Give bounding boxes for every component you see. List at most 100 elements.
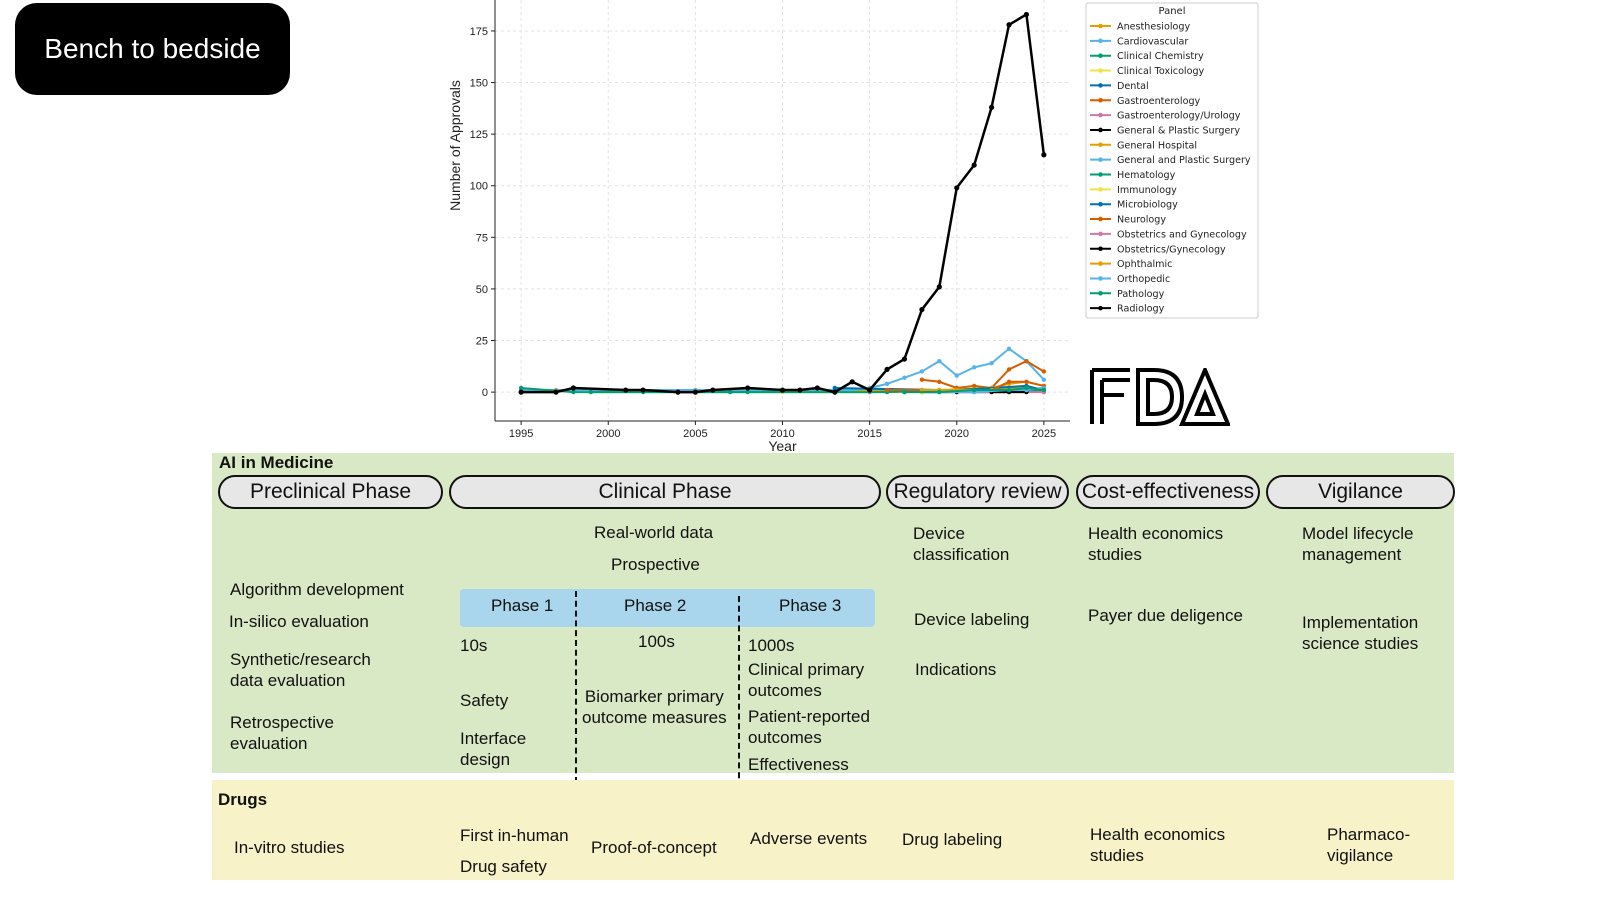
data-point bbox=[971, 365, 977, 370]
data-point bbox=[518, 389, 524, 395]
data-point bbox=[1023, 11, 1030, 18]
preclinical-item: Retrospective evaluation bbox=[230, 713, 334, 753]
data-point bbox=[1041, 152, 1047, 158]
ai-band-title: AI in Medicine bbox=[219, 453, 334, 472]
legend-title: Panel bbox=[1159, 6, 1186, 17]
legend-marker bbox=[1098, 83, 1103, 88]
phase-divider bbox=[575, 591, 577, 783]
data-point bbox=[1041, 377, 1047, 382]
data-point bbox=[902, 389, 907, 395]
legend-marker bbox=[1098, 142, 1103, 148]
title-badge: Bench to bedside bbox=[15, 3, 290, 95]
legend-marker bbox=[1098, 97, 1103, 103]
drugs-cost-item: Health economics studies bbox=[1090, 825, 1226, 865]
drugs-regulatory-item: Drug labeling bbox=[902, 830, 1003, 849]
regulatory-review-header: Regulatory review bbox=[886, 475, 1069, 509]
legend-marker bbox=[1098, 276, 1103, 281]
data-point bbox=[849, 379, 855, 385]
data-point bbox=[954, 373, 959, 378]
data-point bbox=[832, 385, 837, 391]
legend-marker bbox=[1098, 291, 1103, 296]
preclinical-item: Synthetic/research data evaluation bbox=[230, 650, 371, 690]
data-point bbox=[884, 387, 890, 393]
legend-box bbox=[1085, 2, 1259, 319]
y-tick-label: 125 bbox=[470, 129, 488, 141]
drugs-phase-3-item: Adverse events bbox=[750, 829, 868, 848]
phase-1-item: Interface design bbox=[460, 729, 527, 769]
data-point bbox=[675, 389, 681, 395]
clinical-phase-header: Clinical Phase bbox=[449, 475, 881, 509]
legend-entry: Ophthalmic bbox=[1117, 259, 1172, 270]
legend-marker bbox=[1098, 38, 1103, 44]
y-tick-label: 50 bbox=[476, 284, 488, 296]
page-title: Bench to bedside bbox=[44, 33, 261, 64]
x-tick-label: 1995 bbox=[509, 428, 533, 440]
data-point bbox=[518, 385, 524, 391]
data-point bbox=[901, 356, 908, 362]
fda-logo bbox=[1090, 368, 1230, 426]
x-tick-label: 2015 bbox=[857, 428, 881, 440]
drugs-band-title: Drugs bbox=[218, 790, 268, 809]
cost-item: Health economics studies bbox=[1088, 524, 1224, 564]
drugs-phase-1-item: First in-human bbox=[460, 826, 569, 845]
data-point bbox=[937, 358, 942, 364]
phase-3-item: Patient-reported outcomes bbox=[748, 707, 870, 747]
legend-marker bbox=[1098, 157, 1103, 162]
x-tick-label: 2025 bbox=[1032, 428, 1056, 440]
preclinical-item: In-silico evaluation bbox=[229, 612, 369, 631]
data-point bbox=[902, 375, 907, 380]
vigilance-item: Implementation science studies bbox=[1302, 613, 1419, 653]
data-point bbox=[971, 162, 977, 168]
y-tick-label: 25 bbox=[476, 336, 488, 348]
data-point bbox=[884, 381, 890, 387]
legend-entry: Obstetrics and Gynecology bbox=[1117, 229, 1247, 240]
legend-entry: General and Plastic Surgery bbox=[1117, 155, 1251, 166]
clinical-real-world-data: Real-world data bbox=[594, 523, 714, 542]
data-point bbox=[1006, 22, 1012, 28]
legend-marker bbox=[1098, 187, 1103, 192]
data-point bbox=[832, 389, 838, 395]
phase-2-item: 100s bbox=[638, 632, 675, 651]
vigilance-item: Model lifecycle management bbox=[1302, 524, 1414, 564]
data-point bbox=[884, 366, 890, 373]
data-point bbox=[588, 389, 594, 395]
legend-marker bbox=[1098, 127, 1103, 133]
legend-entry: Obstetrics/Gynecology bbox=[1117, 244, 1226, 255]
phase-divider bbox=[738, 596, 740, 788]
data-point bbox=[1041, 387, 1047, 393]
data-point bbox=[1024, 379, 1029, 384]
legend-entry: Clinical Chemistry bbox=[1117, 51, 1204, 62]
phase-3-item: Effectiveness bbox=[748, 755, 849, 774]
data-point bbox=[971, 383, 977, 389]
approvals-line-chart: 0 25 50 75 100 125 150 175 1995 2000 2005 2010 2015 2… bbox=[447, 0, 1259, 454]
legend-marker bbox=[1098, 216, 1103, 222]
y-tick-label: 75 bbox=[476, 232, 488, 244]
data-point bbox=[745, 385, 751, 391]
y-tick-label: 0 bbox=[482, 387, 488, 399]
drugs-phase-1-item: Drug safety bbox=[460, 857, 547, 876]
preclinical-item: Algorithm development bbox=[230, 580, 404, 599]
data-point bbox=[692, 389, 698, 395]
drugs-preclinical-item: In-vitro studies bbox=[234, 838, 345, 857]
x-axis-label: Year bbox=[768, 438, 797, 454]
data-point bbox=[989, 361, 994, 366]
phase-3-item: 1000s bbox=[748, 636, 795, 655]
phase-2-label: Phase 2 bbox=[624, 596, 687, 615]
data-point bbox=[919, 377, 925, 382]
legend-entry: Pathology bbox=[1117, 289, 1165, 300]
y-tick-label: 150 bbox=[470, 78, 488, 90]
data-point bbox=[710, 387, 716, 393]
legend-entry: Immunology bbox=[1117, 185, 1177, 196]
data-point bbox=[954, 185, 960, 191]
data-point bbox=[1006, 379, 1012, 384]
legend-marker bbox=[1098, 201, 1103, 207]
legend-marker bbox=[1098, 23, 1103, 29]
legend-entry: Gastroenterology/Urology bbox=[1117, 111, 1241, 122]
cost-effectiveness-header: Cost-effectiveness bbox=[1076, 475, 1260, 509]
data-point bbox=[1041, 369, 1047, 374]
data-point bbox=[919, 369, 925, 374]
series-line bbox=[521, 12, 1046, 394]
legend-entry: Cardiovascular bbox=[1117, 36, 1188, 47]
phase-2-item: Biomarker primary outcome measures bbox=[582, 687, 727, 727]
legend-entry: General Hospital bbox=[1117, 140, 1197, 151]
